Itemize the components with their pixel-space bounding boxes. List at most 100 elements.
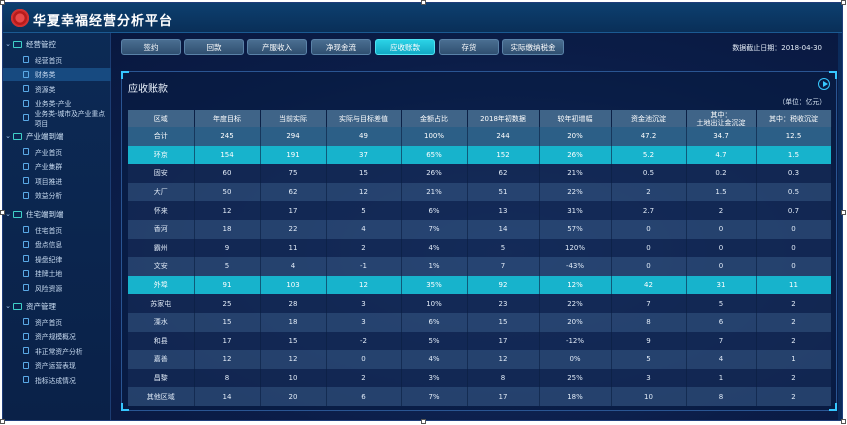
play-icon[interactable] [818, 78, 830, 90]
sidebar-item[interactable]: 产业首页 [3, 145, 111, 158]
table-cell: 5 [326, 201, 402, 220]
sidebar-group-label: 资产管理 [26, 301, 56, 311]
table-cell: 49 [326, 127, 402, 146]
table-cell: 22 [260, 219, 327, 239]
tab-3[interactable]: 净现金流 [311, 39, 371, 55]
sidebar-group-2[interactable]: ⌄ 住宅端到端 [3, 207, 111, 221]
sidebar-item[interactable]: 风险资源 [3, 281, 111, 294]
sidebar-group-1[interactable]: ⌄ 产业端到端 [3, 129, 111, 143]
table-cell: 3 [326, 312, 402, 332]
table-cell: 2 [756, 294, 832, 313]
table-row[interactable]: 苏家屯 25 28 3 10% 23 22% 7 5 2 [128, 294, 832, 313]
table-cell: 0 [326, 350, 402, 369]
resize-handle[interactable] [421, 419, 426, 424]
table-cell: 2 [326, 238, 402, 258]
table-cell: 溧水 [128, 312, 195, 332]
table-cell: 2 [326, 368, 402, 388]
table-row[interactable]: 怀来 12 17 5 6% 13 31% 2.7 2 0.7 [128, 201, 832, 220]
table-row[interactable]: 嘉善 12 12 0 4% 12 0% 5 4 1 [128, 350, 832, 369]
top-bar: 华夏幸福经营分析平台 [3, 3, 842, 33]
table-cell: 15 [194, 312, 261, 332]
sidebar-item-label: 盘点信息 [35, 241, 63, 250]
sidebar-item[interactable]: 财务类 [3, 67, 111, 81]
resize-handle[interactable] [421, 0, 426, 5]
tab-6[interactable]: 实际缴纳税金 [502, 39, 564, 55]
sidebar-item[interactable]: 资产运营表现 [3, 359, 111, 372]
sidebar-item[interactable]: 产业集群 [3, 160, 111, 173]
resize-handle[interactable] [0, 210, 5, 215]
table-row[interactable]: 固安 60 75 15 26% 62 21% 0.5 0.2 0.3 [128, 164, 832, 183]
table-row[interactable]: 霸州 9 11 2 4% 5 120% 0 0 0 [128, 238, 832, 258]
table-row[interactable]: 大厂 50 62 12 21% 51 22% 2 1.5 0.5 [128, 182, 832, 202]
sidebar-item-label: 资产运营表现 [35, 362, 76, 371]
table-cell: 154 [194, 145, 261, 165]
table-cell: 0 [611, 219, 687, 239]
file-icon [23, 240, 29, 248]
right-scrollbar[interactable] [838, 33, 842, 420]
sidebar-item[interactable]: 资产首页 [3, 315, 111, 328]
sidebar-item[interactable]: 指标达成情况 [3, 373, 111, 386]
sidebar-item[interactable]: 盘点信息 [3, 238, 111, 251]
file-icon [23, 70, 29, 78]
resize-handle[interactable] [841, 210, 846, 215]
resize-handle[interactable] [841, 0, 846, 5]
file-icon [23, 162, 29, 170]
file-icon [23, 148, 29, 155]
sidebar-item[interactable]: 业务类-产业 [3, 97, 111, 110]
tab-4[interactable]: 应收账款 [375, 39, 435, 55]
column-header: 其中：税收沉淀 [756, 110, 832, 127]
table-cell: 25 [194, 294, 261, 313]
table-cell: 9 [194, 238, 261, 258]
table-cell: 0.2 [686, 164, 757, 183]
sidebar-item[interactable]: 资源类 [3, 82, 111, 95]
table-row[interactable]: 文安 5 4 -1 1% 7 -43% 0 0 0 [128, 257, 832, 276]
table-row[interactable]: 合计 245 294 49 100% 244 20% 47.2 34.7 12.5 [128, 127, 832, 146]
sidebar-item[interactable]: 效益分析 [3, 189, 111, 202]
table-cell: 11 [756, 275, 832, 295]
table-cell: 2 [756, 368, 832, 388]
table-cell: 17 [467, 387, 540, 406]
table-cell: 0 [686, 238, 757, 258]
table-row[interactable]: 外埠 91 103 12 35% 92 12% 42 31 11 [128, 275, 832, 295]
table-cell: 7% [401, 219, 468, 239]
sidebar-item-label: 指标达成情况 [35, 376, 76, 385]
table-row[interactable]: 环京 154 191 37 65% 152 26% 5.2 4.7 1.5 [128, 145, 832, 165]
sidebar-group-0[interactable]: ⌄ 经营管控 [3, 37, 111, 51]
tab-1[interactable]: 回款 [184, 39, 244, 55]
table-cell: 42 [611, 275, 687, 295]
file-icon [23, 284, 29, 292]
resize-handle[interactable] [841, 419, 846, 424]
tab-2[interactable]: 产服收入 [247, 39, 307, 55]
table-row[interactable]: 昌黎 8 10 2 3% 8 25% 3 1 2 [128, 368, 832, 388]
sidebar-group-3[interactable]: ⌄ 资产管理 [3, 299, 111, 313]
resize-handle[interactable] [0, 0, 5, 5]
file-icon [23, 361, 29, 369]
sidebar-item[interactable]: 挂牌土地 [3, 267, 111, 280]
table-cell: 15 [260, 331, 327, 351]
sidebar-item-label: 效益分析 [35, 192, 63, 201]
table-cell: 1.5 [686, 182, 757, 202]
receivables-table: 区域 年度目标 当前实际 实际与目标差值 金额占比 2018年初数据 较年初增幅 资金池沉淀其… [128, 110, 832, 406]
table-cell: 0 [756, 219, 832, 239]
column-header: 较年初增幅 [539, 110, 612, 127]
table-row[interactable]: 香河 18 22 4 7% 14 57% 0 0 0 [128, 219, 832, 239]
sidebar-item[interactable]: 经营首页 [3, 53, 111, 66]
sidebar-item[interactable]: 项目推进 [3, 174, 111, 187]
table-cell: 0 [756, 238, 832, 258]
table-row[interactable]: 其他区域 14 20 6 7% 17 18% 10 8 2 [128, 387, 832, 406]
table-row[interactable]: 和县 17 15 -2 5% 17 -12% 9 7 2 [128, 331, 832, 351]
table-cell: 91 [194, 275, 261, 295]
tab-0[interactable]: 签约 [121, 39, 181, 55]
column-header: 2018年初数据 [467, 110, 540, 127]
sidebar-item[interactable]: 住宅首页 [3, 223, 111, 236]
resize-handle[interactable] [0, 419, 5, 424]
sidebar-item[interactable]: 资产规模概况 [3, 330, 111, 343]
table-cell: -2 [326, 331, 402, 351]
file-icon [23, 255, 29, 263]
tab-5[interactable]: 存货 [439, 39, 499, 55]
table-cell: 20% [539, 312, 612, 332]
table-row[interactable]: 溧水 15 18 3 6% 15 20% 8 6 2 [128, 312, 832, 332]
sidebar-item[interactable]: 操盘纪律 [3, 252, 111, 265]
sidebar-item[interactable]: 业务类-城市及产业重点项目 [3, 110, 111, 128]
sidebar-item[interactable]: 非正常资产分析 [3, 344, 111, 357]
